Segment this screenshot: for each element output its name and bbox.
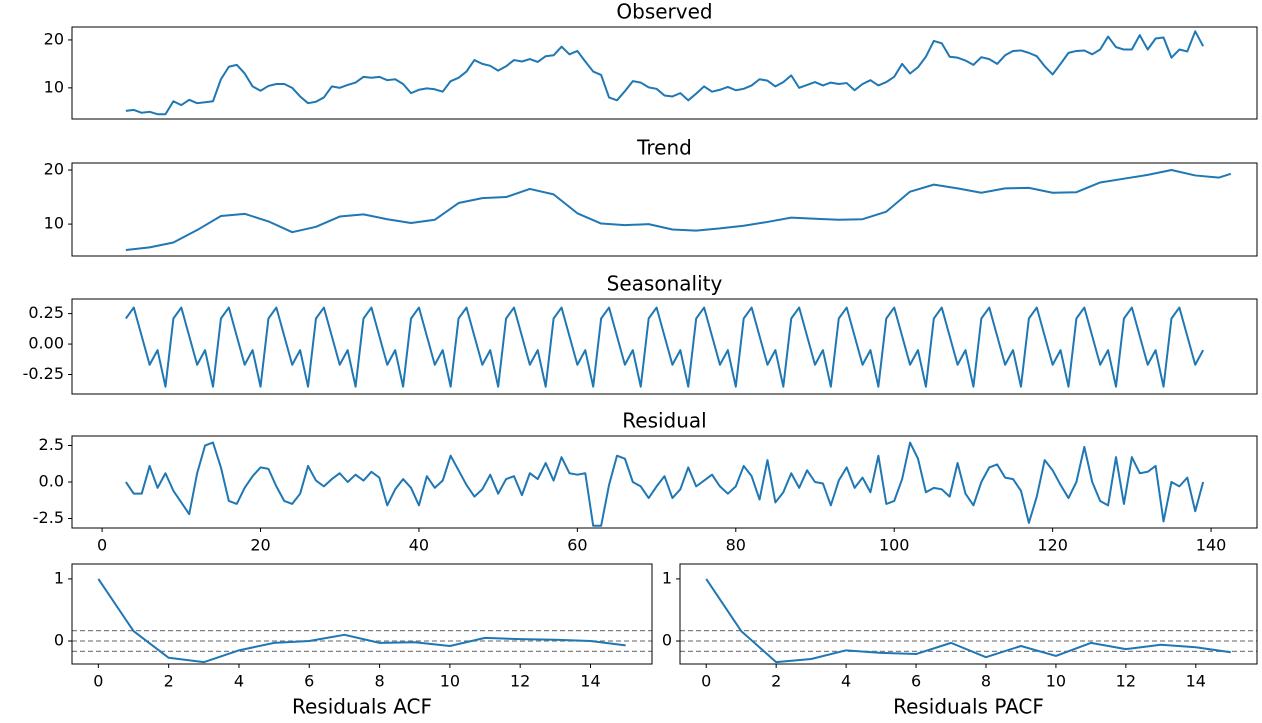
series-line	[125, 306, 1205, 388]
y-tick-label: 1	[54, 568, 64, 587]
y-tick-label: -0.25	[23, 364, 64, 383]
panel-title: Trend	[636, 136, 692, 160]
x-tick-label: 20	[250, 536, 270, 555]
series-line	[705, 578, 1231, 664]
x-tick-label: 10	[440, 672, 460, 691]
y-tick-label: 0.25	[28, 303, 64, 322]
series-line	[125, 441, 1205, 527]
axes-frame	[71, 563, 653, 665]
y-tick-label: 2.5	[39, 435, 64, 454]
x-tick-label: 140	[1196, 536, 1227, 555]
y-tick-label: -2.5	[33, 508, 64, 527]
x-tick-label: 80	[726, 536, 746, 555]
x-tick-label: 14	[1186, 672, 1206, 691]
x-tick-label: 12	[1116, 672, 1136, 691]
x-axis-label: Residuals ACF	[292, 695, 432, 719]
x-tick-label: 2	[771, 672, 781, 691]
y-tick-label: 0.00	[28, 334, 64, 353]
y-tick-label: 20	[44, 29, 64, 48]
y-tick-label: 20	[44, 160, 64, 179]
x-tick-label: 14	[580, 672, 600, 691]
x-tick-label: 10	[1046, 672, 1066, 691]
x-tick-label: 6	[911, 672, 921, 691]
panel-title: Observed	[616, 0, 712, 24]
x-tick-label: 8	[981, 672, 991, 691]
x-tick-label: 4	[234, 672, 244, 691]
y-tick-label: 0.0	[39, 472, 64, 491]
x-axis-label: Residuals PACF	[893, 695, 1044, 719]
series-line	[125, 30, 1205, 116]
y-tick-label: 10	[44, 77, 64, 96]
axes-frame	[679, 563, 1258, 665]
x-tick-label: 40	[409, 536, 429, 555]
x-tick-label: 0	[93, 672, 103, 691]
x-tick-label: 120	[1037, 536, 1068, 555]
x-tick-label: 4	[841, 672, 851, 691]
x-tick-label: 100	[879, 536, 910, 555]
y-tick-label: 0	[54, 631, 64, 650]
axes-frame	[71, 26, 1258, 120]
x-tick-label: 2	[164, 672, 174, 691]
series-line	[97, 578, 626, 664]
axes-frame	[71, 298, 1258, 395]
y-tick-label: 0	[662, 631, 672, 650]
x-tick-label: 12	[510, 672, 530, 691]
x-tick-label: 8	[374, 672, 384, 691]
panel-title: Seasonality	[607, 272, 723, 296]
axes-frame	[71, 435, 1258, 529]
panel-title: Residual	[622, 409, 706, 433]
x-tick-label: 0	[701, 672, 711, 691]
y-tick-label: 10	[44, 214, 64, 233]
x-tick-label: 0	[97, 536, 107, 555]
x-tick-label: 6	[304, 672, 314, 691]
x-tick-label: 60	[567, 536, 587, 555]
axes-frame	[71, 162, 1258, 257]
y-tick-label: 1	[662, 568, 672, 587]
series-line	[125, 169, 1232, 252]
